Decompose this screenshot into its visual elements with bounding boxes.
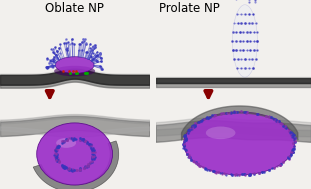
Text: Prolate NP: Prolate NP <box>159 2 220 15</box>
Ellipse shape <box>54 66 95 76</box>
Ellipse shape <box>56 138 76 148</box>
Ellipse shape <box>206 126 235 139</box>
Ellipse shape <box>55 57 94 73</box>
Text: Oblate NP: Oblate NP <box>45 2 104 15</box>
Ellipse shape <box>183 112 295 175</box>
Ellipse shape <box>37 123 113 185</box>
Polygon shape <box>33 141 119 189</box>
Ellipse shape <box>232 5 258 77</box>
